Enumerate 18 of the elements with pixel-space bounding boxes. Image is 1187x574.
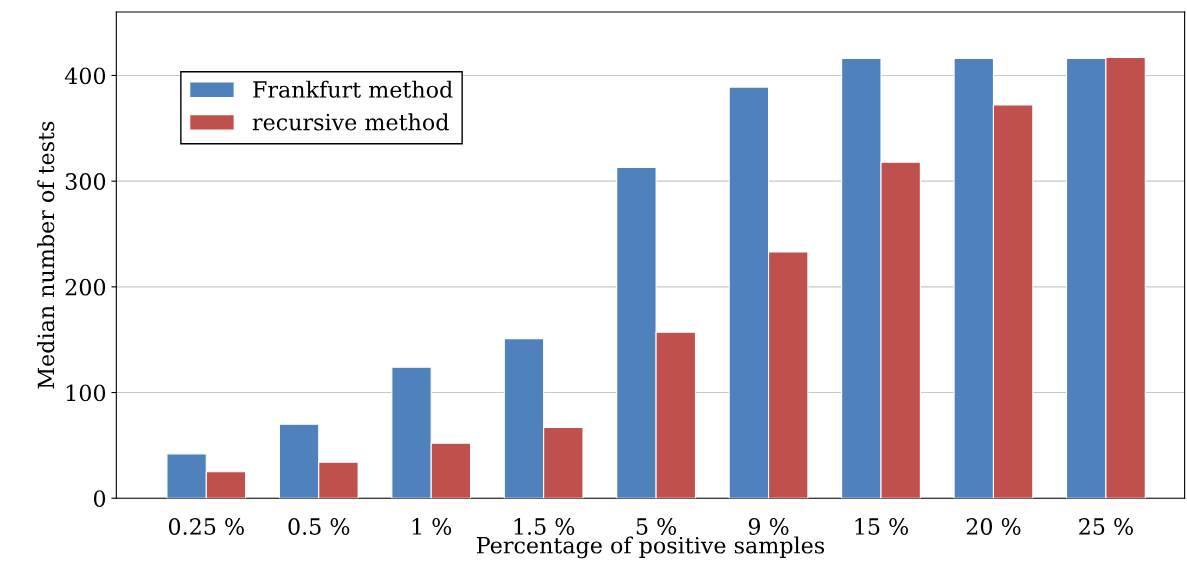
x-tick-label: 0.25 %	[168, 518, 244, 535]
y-tick-label: 300	[65, 173, 106, 190]
x-tick-label: 0.5 %	[288, 518, 350, 535]
y-tick-label: 100	[66, 384, 106, 402]
x-tick-label: 1 %	[412, 518, 452, 535]
x-tick-label: 9 %	[748, 518, 789, 535]
y-tick-label: 0	[93, 490, 106, 507]
x-tick-label: 20 %	[966, 518, 1021, 535]
x-tick-label: 5 %	[636, 518, 677, 535]
y-tick-label: 200	[65, 278, 106, 296]
x-axis-title: Percentage of positive samples	[476, 536, 825, 559]
legend-label: recursive method	[252, 113, 449, 131]
y-tick-label: 400	[64, 67, 106, 85]
x-tick-label: 15 %	[855, 518, 909, 535]
y-axis-title: Median number of tests	[37, 121, 55, 389]
x-tick-label: 1.5 %	[514, 518, 575, 535]
legend-label: Frankfurt method	[253, 80, 453, 98]
x-tick-label: 25 %	[1079, 518, 1133, 535]
